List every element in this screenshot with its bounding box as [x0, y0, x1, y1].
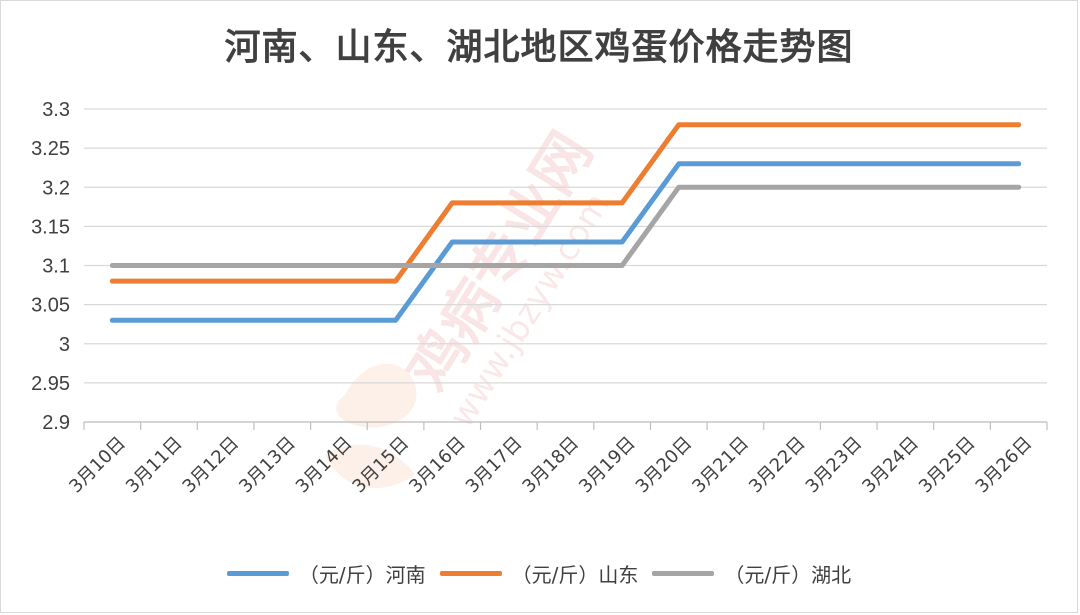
x-tick-label: 3月20日: [632, 433, 697, 498]
legend-swatch: [652, 570, 715, 576]
y-tick-label: 3.2: [42, 177, 70, 199]
legend-swatch: [439, 570, 502, 576]
x-tick-label: 3月21日: [688, 433, 753, 498]
legend: （元/斤）河南 （元/斤）山东 （元/斤）湖北: [0, 556, 1078, 590]
x-tick-label: 3月25日: [915, 433, 980, 498]
x-tick-label: 3月22日: [745, 433, 810, 498]
x-tick-label: 3月15日: [348, 433, 413, 498]
y-tick-label: 3.1: [42, 256, 70, 278]
x-tick-label: 3月16日: [405, 433, 470, 498]
chart-title: 河南、山东、湖北地区鸡蛋价格走势图: [224, 26, 854, 68]
x-tick-label: 3月18日: [518, 433, 583, 498]
legend-item-1: （元/斤）河南: [226, 559, 426, 588]
x-tick-label: 3月14日: [292, 433, 357, 498]
legend-item-2: （元/斤）山东: [439, 559, 639, 588]
x-tick-label: 3月10日: [65, 433, 130, 498]
legend-label: （元/斤）山东: [511, 562, 639, 587]
x-tick-label: 3月11日: [122, 433, 187, 498]
x-tick-label: 3月12日: [179, 433, 244, 498]
x-tick-label: 3月24日: [858, 433, 923, 498]
x-tick-label: 3月13日: [235, 433, 300, 498]
y-tick-label: 3: [59, 334, 70, 356]
series-line-3: [109, 184, 1022, 268]
x-tick-label: 3月23日: [802, 433, 867, 498]
y-axis: 2.9 2.95 3 3.05 3.1 3.15 3.2 3.25 3.3: [31, 99, 70, 434]
series-line-2: [109, 122, 1022, 284]
legend-item-3: （元/斤）湖北: [652, 559, 851, 588]
x-tick-label: 3月17日: [462, 433, 527, 498]
y-tick-label: 3.15: [31, 216, 70, 238]
y-tick-label: 3.25: [31, 138, 70, 160]
y-tick-label: 2.9: [42, 412, 70, 434]
series-line-1: [109, 161, 1022, 323]
series-lines: [109, 122, 1022, 323]
legend-label: （元/斤）湖北: [724, 562, 852, 587]
y-tick-label: 2.95: [31, 373, 70, 395]
y-tick-label: 3.3: [42, 99, 70, 121]
x-tick-label: 3月26日: [972, 433, 1037, 498]
legend-swatch: [226, 570, 289, 576]
y-tick-label: 3.05: [31, 295, 70, 317]
legend-label: （元/斤）河南: [298, 562, 426, 587]
x-tick-label: 3月19日: [575, 433, 640, 498]
x-axis: 3月10日3月11日3月12日3月13日3月14日3月15日3月16日3月17日…: [65, 421, 1048, 498]
